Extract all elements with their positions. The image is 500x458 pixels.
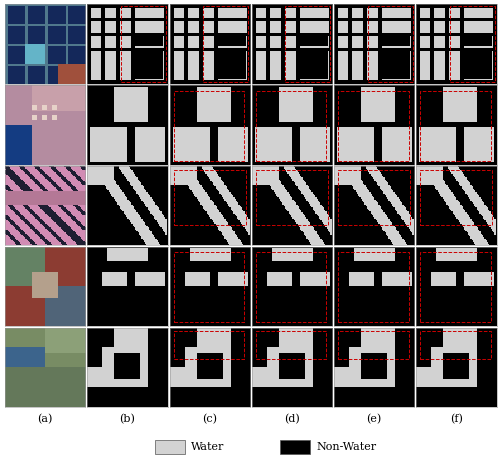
Bar — [174, 170, 246, 225]
Bar — [174, 252, 244, 322]
Bar — [420, 91, 491, 161]
Bar — [338, 331, 408, 359]
Bar — [256, 91, 326, 161]
Bar — [286, 6, 331, 82]
Text: Non-Water: Non-Water — [316, 442, 376, 452]
Bar — [121, 6, 166, 82]
Text: (c): (c) — [202, 414, 217, 425]
Text: (d): (d) — [284, 414, 300, 425]
Bar — [420, 170, 492, 225]
Bar — [256, 252, 326, 322]
Text: Water: Water — [191, 442, 224, 452]
Bar — [256, 170, 328, 225]
Bar — [420, 331, 491, 359]
Bar — [338, 91, 408, 161]
Bar — [450, 6, 495, 82]
Bar — [338, 170, 410, 225]
Bar — [420, 252, 491, 322]
Text: (b): (b) — [120, 414, 136, 425]
Text: (a): (a) — [38, 414, 53, 425]
Text: (f): (f) — [450, 414, 463, 425]
Bar — [256, 331, 326, 359]
Bar — [203, 6, 248, 82]
Text: (e): (e) — [366, 414, 382, 425]
Bar — [338, 252, 408, 322]
Bar — [174, 91, 244, 161]
Bar — [368, 6, 412, 82]
Bar — [174, 331, 244, 359]
